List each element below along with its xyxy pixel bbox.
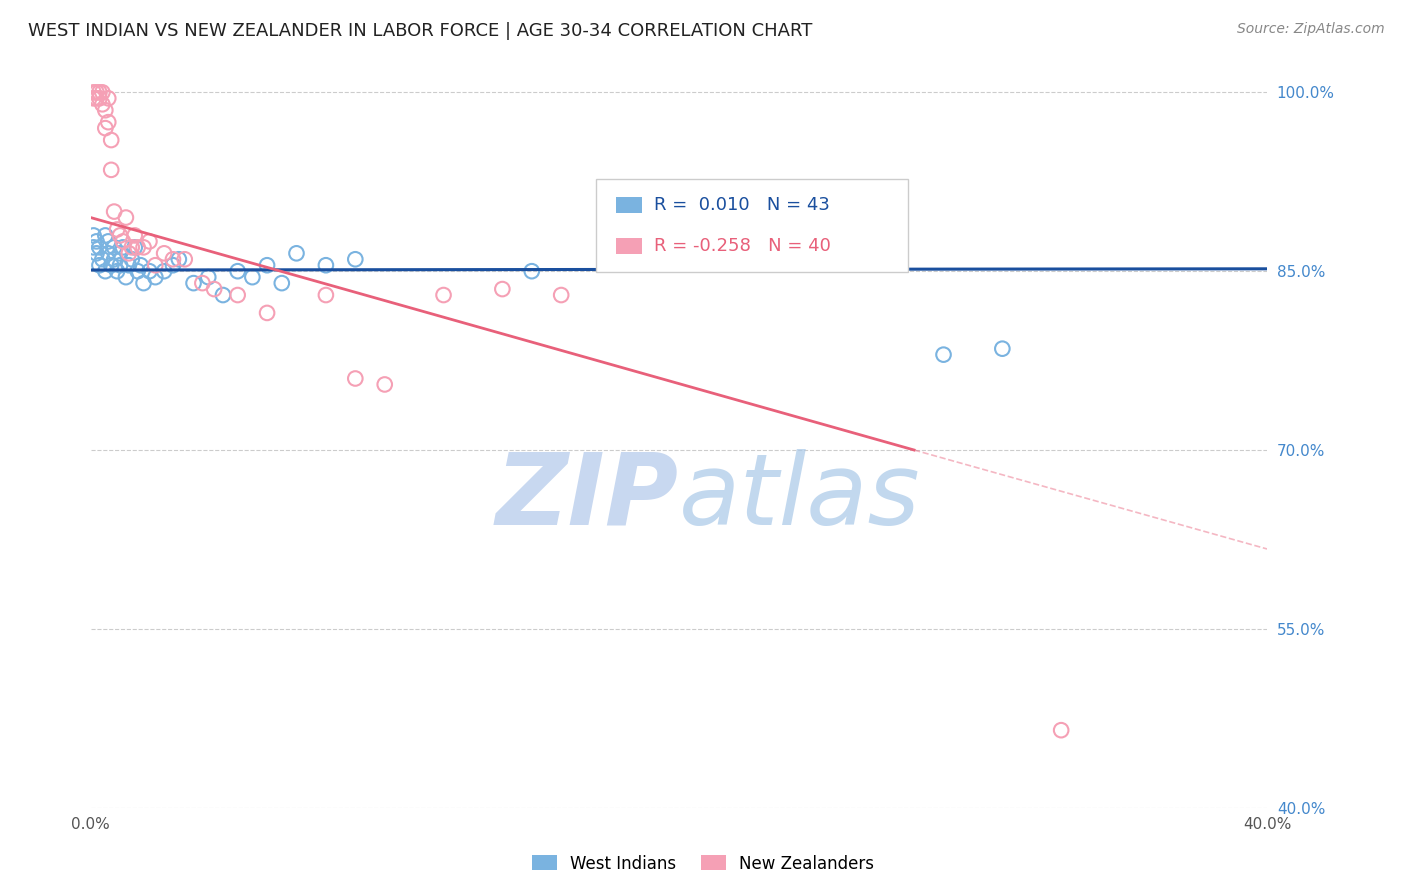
Text: Source: ZipAtlas.com: Source: ZipAtlas.com <box>1237 22 1385 37</box>
Point <box>153 264 176 278</box>
Point <box>100 162 122 177</box>
Point <box>162 258 184 272</box>
Point <box>226 264 249 278</box>
Point <box>83 86 105 100</box>
Point <box>108 258 131 272</box>
Point <box>153 246 176 260</box>
Point <box>991 342 1014 356</box>
Point <box>121 240 143 254</box>
Point <box>173 252 195 267</box>
Text: ZIP: ZIP <box>496 449 679 546</box>
Point <box>86 91 108 105</box>
Point <box>143 270 166 285</box>
Point <box>1050 723 1073 738</box>
Text: WEST INDIAN VS NEW ZEALANDER IN LABOR FORCE | AGE 30-34 CORRELATION CHART: WEST INDIAN VS NEW ZEALANDER IN LABOR FO… <box>28 22 813 40</box>
Point <box>167 252 190 267</box>
Point <box>240 270 263 285</box>
Point <box>86 235 108 249</box>
Point <box>550 288 572 302</box>
Point <box>111 240 134 254</box>
Point <box>86 246 108 260</box>
Point <box>108 228 131 243</box>
Point <box>197 270 219 285</box>
Point <box>256 258 278 272</box>
Point <box>491 282 513 296</box>
Point <box>118 246 141 260</box>
Point <box>105 222 128 236</box>
Point <box>202 282 225 296</box>
Point <box>83 240 105 254</box>
Point <box>94 121 117 136</box>
Point <box>127 264 149 278</box>
Point <box>132 276 155 290</box>
Point <box>111 235 134 249</box>
Point <box>91 252 114 267</box>
Point <box>100 258 122 272</box>
Point <box>91 86 114 100</box>
Bar <box>616 197 643 213</box>
Point <box>89 91 111 105</box>
Point <box>118 258 141 272</box>
Point <box>315 288 337 302</box>
FancyBboxPatch shape <box>596 179 908 272</box>
Point <box>105 264 128 278</box>
Text: R =  0.010   N = 43: R = 0.010 N = 43 <box>654 196 830 214</box>
Point <box>124 228 146 243</box>
Text: R = -0.258   N = 40: R = -0.258 N = 40 <box>654 237 831 255</box>
Point <box>103 204 125 219</box>
Point <box>183 276 205 290</box>
Point <box>344 252 367 267</box>
Point <box>285 246 308 260</box>
Point <box>226 288 249 302</box>
Point <box>121 252 143 267</box>
Point <box>83 91 105 105</box>
Point <box>138 235 160 249</box>
Legend: West Indians, New Zealanders: West Indians, New Zealanders <box>524 848 882 880</box>
Point <box>94 103 117 118</box>
Point <box>108 246 131 260</box>
Point <box>89 86 111 100</box>
Point <box>127 240 149 254</box>
Point <box>83 228 105 243</box>
Point <box>100 133 122 147</box>
Point <box>520 264 543 278</box>
Point <box>432 288 454 302</box>
Point <box>270 276 292 290</box>
Point <box>97 235 120 249</box>
Point <box>97 91 120 105</box>
Bar <box>616 238 643 254</box>
Point <box>374 377 396 392</box>
Point <box>89 258 111 272</box>
Point <box>115 211 138 225</box>
Point <box>212 288 235 302</box>
Point <box>97 246 120 260</box>
Text: atlas: atlas <box>679 449 921 546</box>
Point <box>115 270 138 285</box>
Point <box>94 264 117 278</box>
Point <box>256 306 278 320</box>
Point <box>97 115 120 129</box>
Point <box>103 240 125 254</box>
Point <box>129 258 152 272</box>
Point <box>124 240 146 254</box>
Point <box>103 252 125 267</box>
Point <box>344 371 367 385</box>
Point <box>94 228 117 243</box>
Point <box>932 348 955 362</box>
Point <box>89 240 111 254</box>
Point <box>138 264 160 278</box>
Point <box>91 97 114 112</box>
Point <box>191 276 214 290</box>
Point <box>86 86 108 100</box>
Point <box>132 240 155 254</box>
Point <box>143 258 166 272</box>
Point <box>162 252 184 267</box>
Point <box>315 258 337 272</box>
